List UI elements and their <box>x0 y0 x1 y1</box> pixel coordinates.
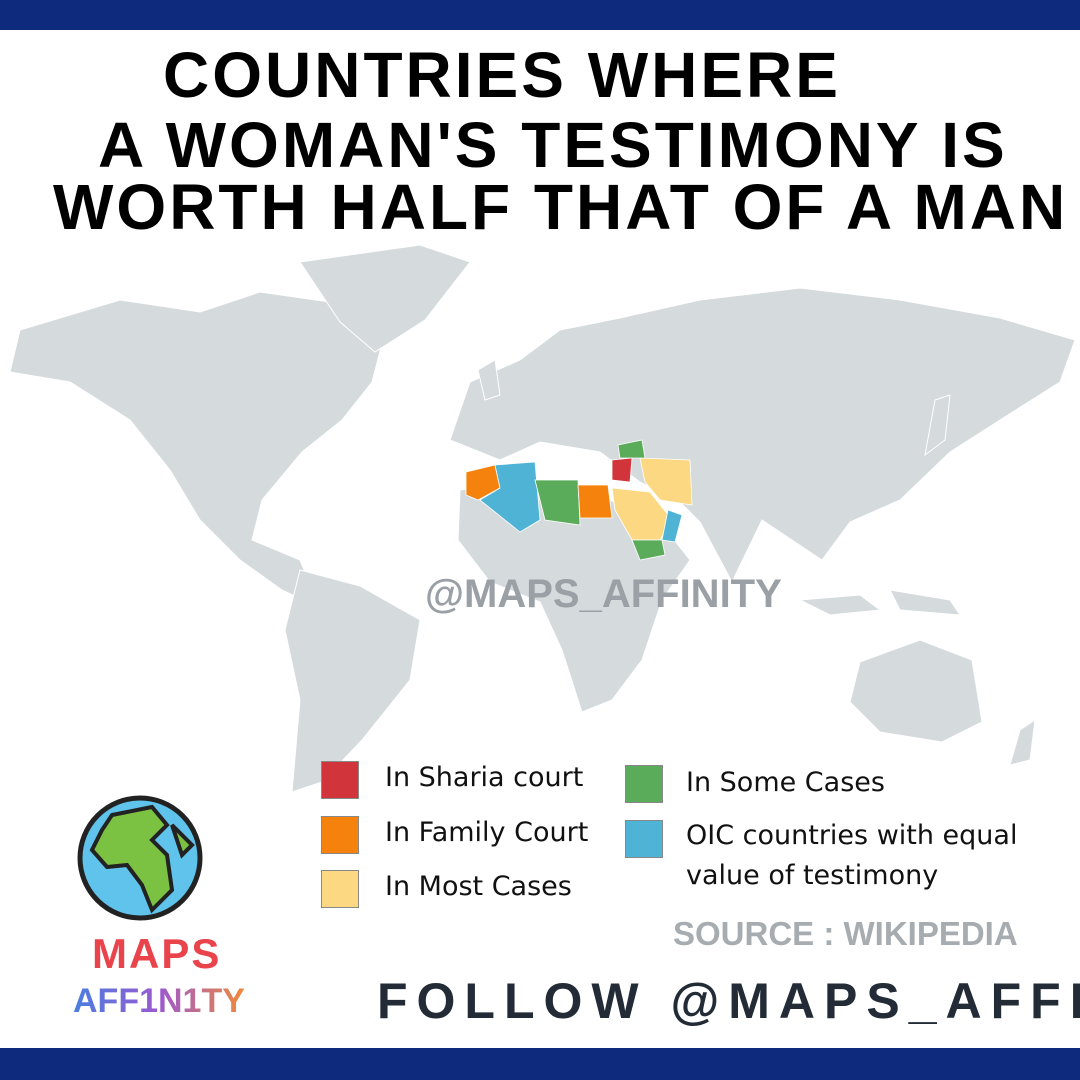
follow-cta: FOLLOW @MAPS_AFFINITY <box>377 973 1080 1029</box>
japan <box>924 394 951 457</box>
algeria <box>479 461 541 533</box>
legend-swatch <box>321 761 359 799</box>
legend-label: In Most Cases <box>385 871 572 902</box>
legend-swatch <box>321 870 359 908</box>
legend-swatch <box>625 820 663 858</box>
legend-label: In Family Court <box>385 817 589 848</box>
iran <box>639 457 693 506</box>
legend-label: OIC countries with equal value of testim… <box>686 820 1018 891</box>
legend-label: In Some Cases <box>686 767 885 798</box>
legend-swatch <box>625 765 663 803</box>
top-bar <box>0 0 1080 30</box>
turkey-region <box>617 439 646 459</box>
greenland <box>299 244 471 353</box>
oman <box>661 509 683 543</box>
eurasia <box>449 287 1076 584</box>
title-line: A WOMAN'S TESTIMONY IS <box>98 109 1008 181</box>
watermark: @MAPS_AFFINITY <box>425 572 782 616</box>
australia <box>849 639 983 743</box>
source: SOURCE : WIKIPEDIA <box>673 915 1018 952</box>
bottom-bar <box>0 1048 1080 1080</box>
logo-text: AFF1N1TY <box>73 982 245 1020</box>
logo-text: MAPS <box>92 930 222 977</box>
legend-swatch <box>321 816 359 854</box>
yemen <box>631 539 666 561</box>
morocco <box>465 464 501 501</box>
indonesia <box>798 589 961 616</box>
north-america <box>9 291 386 610</box>
libya <box>534 479 581 526</box>
egypt <box>577 484 613 519</box>
britain <box>477 359 501 401</box>
logo-globe <box>77 795 203 921</box>
legend-label: In Sharia court <box>385 762 584 793</box>
new-zealand <box>1009 718 1036 766</box>
syria <box>611 457 633 483</box>
title-line: COUNTRIES WHERE <box>163 39 841 111</box>
title-line: WORTH HALF THAT OF A MAN <box>53 171 1069 243</box>
